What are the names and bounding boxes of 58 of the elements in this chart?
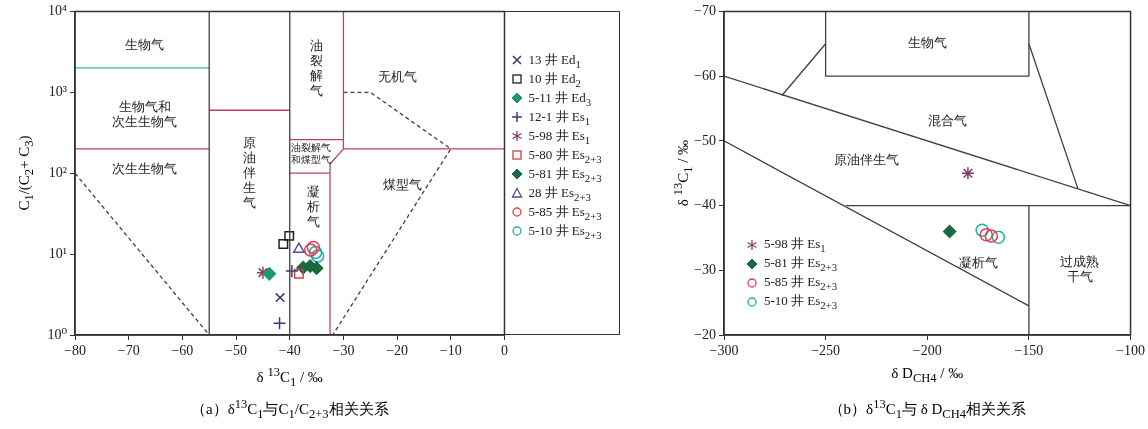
x-axis-title: δ $^{13}$C$_{1}$ / ‰ <box>255 365 324 390</box>
y-tick-label: 10⁰ <box>47 326 68 342</box>
annotation: 生物气 <box>125 36 165 52</box>
annotation: 原油伴生气 <box>242 134 256 210</box>
y-tick-label: 10³ <box>48 83 67 99</box>
legend-label: 5-81 井 Es$_{2+3}$ <box>528 164 602 184</box>
x-tick-label: −300 <box>709 343 739 359</box>
annotation: 原油伴生气 <box>833 151 899 167</box>
annotation: 次生生物气 <box>112 161 178 177</box>
x-tick-label: −10 <box>439 343 462 359</box>
x-tick-label: −50 <box>225 343 248 359</box>
legend-label: 5-11 井 Ed$_{3}$ <box>528 88 592 108</box>
y-tick-label: −60 <box>694 67 716 83</box>
x-tick-label: −100 <box>1116 343 1146 359</box>
annotation: 无机气 <box>377 69 417 85</box>
annotation: 混合气 <box>928 112 968 128</box>
y-tick-label: −40 <box>694 197 716 213</box>
x-tick-label: 0 <box>501 343 508 359</box>
annotation: 煤型气 <box>382 177 422 193</box>
legend-label: 5-80 井 Es$_{2+3}$ <box>528 145 602 165</box>
legend-label: 5-98 井 Es$_{1}$ <box>764 235 826 254</box>
text: 和煤型气 <box>291 153 332 165</box>
y-tick-label: −30 <box>694 261 716 277</box>
legend-label: 10 井 Ed$_{2}$ <box>528 69 581 89</box>
x-tick-label: −40 <box>278 343 301 359</box>
annotation: 过成熟干气 <box>1060 254 1100 285</box>
x-tick-label: −30 <box>332 343 355 359</box>
x-tick-label: −70 <box>117 343 140 359</box>
legend-label: 5-10 井 Es$_{2+3}$ <box>764 292 838 311</box>
legend-label: 5-81 井 Es$_{2+3}$ <box>764 254 838 273</box>
legend-label: 5-98 井 Es$_{1}$ <box>528 126 591 146</box>
legend-label: 28 井 Es$_{2+3}$ <box>528 183 591 203</box>
annotation: 生物气和次生生物气 <box>112 98 178 129</box>
y-tick-label: 10² <box>48 164 67 180</box>
chart-title: （a）δ$^{13}$C$_{1}$与C$_{1}$/C$_{2+3}$相关关系 <box>190 397 389 421</box>
annotation: 凝析气 <box>958 255 998 271</box>
x-tick-label: −60 <box>171 343 194 359</box>
y-tick-label: 10¹ <box>48 245 67 261</box>
y-tick-label: 10⁴ <box>48 3 68 19</box>
x-tick-label: −250 <box>811 343 841 359</box>
x-tick-label: −150 <box>1014 343 1044 359</box>
legend-label: 5-85 井 Es$_{2+3}$ <box>528 202 602 222</box>
legend-label: 5-10 井 Es$_{2+3}$ <box>528 221 602 241</box>
y-tick-label: −20 <box>694 326 716 342</box>
y-tick-label: −70 <box>694 3 716 19</box>
annotation: 生物气 <box>907 35 947 51</box>
annotation: 凝析气 <box>306 183 321 229</box>
x-tick-label: −20 <box>386 343 409 359</box>
x-tick-label: −200 <box>912 343 942 359</box>
legend-label: 12-1 井 Es$_{1}$ <box>528 107 591 127</box>
x-tick-label: −80 <box>64 343 86 359</box>
legend-label: 5-85 井 Es$_{2+3}$ <box>764 273 838 292</box>
x-axis-title: δ D$_{CH4}$ / ‰ <box>890 365 965 386</box>
y-tick-label: −50 <box>694 132 716 148</box>
annotation: 油裂解气 <box>291 141 332 153</box>
legend-label: 13 井 Ed$_{1}$ <box>528 50 581 70</box>
text: 油裂解气 <box>310 37 324 98</box>
text: （b）δ$^{13}$C$_{1}$与 δ D$_{CH4}$相关关系 <box>827 397 1027 422</box>
